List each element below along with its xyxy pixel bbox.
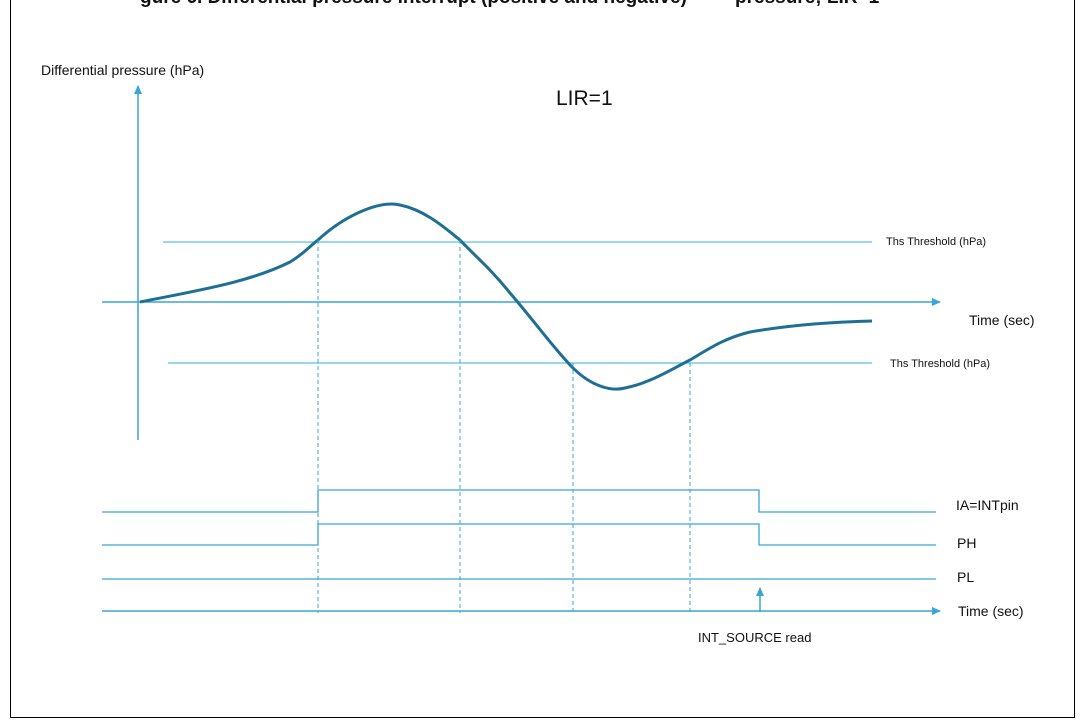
figure-caption-fragment: gure 6. Differential pressure interrupt …	[0, 0, 1080, 10]
upper-threshold-label: Ths Threshold (hPa)	[886, 236, 987, 248]
lower-threshold-label: Ths Threshold (hPa)	[890, 358, 991, 370]
time-axis-bottom-label: Time (sec)	[958, 603, 1024, 619]
signal-pl-label: PL	[957, 569, 975, 585]
signal-ia-waveform	[102, 489, 936, 513]
int-source-read-label: INT_SOURCE read	[698, 630, 812, 645]
y-axis-label: Differential pressure (hPa)	[41, 62, 205, 78]
pressure-curve	[139, 202, 873, 391]
diagram-frame	[10, 0, 1075, 718]
signal-ph-waveform	[102, 523, 936, 546]
signal-ia-label: IA=INTpin	[956, 497, 1019, 513]
mode-label: LIR=1	[556, 87, 613, 110]
signal-ph-label: PH	[957, 535, 977, 551]
caption-right: pressure; LIR=1	[735, 0, 879, 9]
time-axis-top-label: Time (sec)	[969, 312, 1035, 328]
caption-left: gure 6. Differential pressure interrupt …	[140, 0, 687, 9]
